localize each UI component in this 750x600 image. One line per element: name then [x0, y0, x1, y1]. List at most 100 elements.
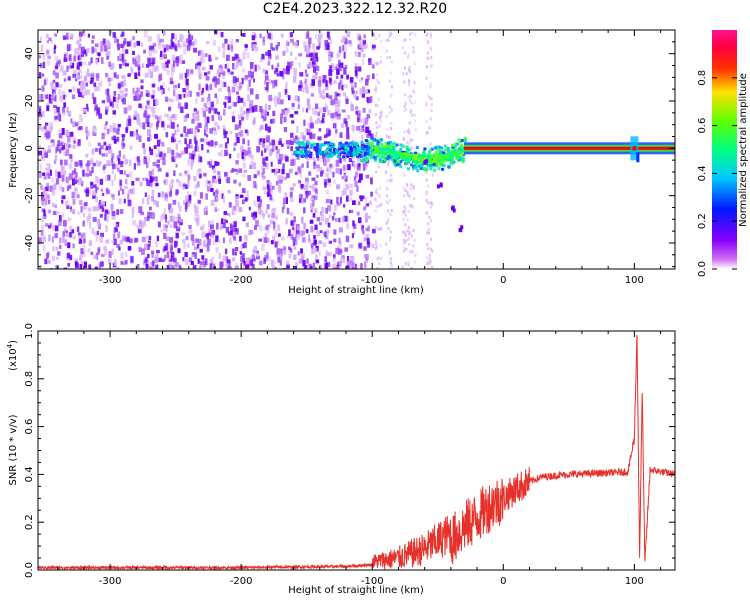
- noise-cell: [174, 46, 178, 52]
- noise-cell: [52, 70, 56, 76]
- noise-cell: [413, 62, 416, 66]
- signal-cell: [415, 158, 419, 161]
- signal-cell: [356, 146, 360, 150]
- noise-cell: [193, 190, 197, 196]
- noise-cell: [156, 34, 161, 41]
- noise-cell: [73, 55, 76, 62]
- noise-cell: [217, 161, 220, 166]
- noise-cell: [408, 83, 411, 87]
- noise-cell: [353, 161, 356, 166]
- noise-cell: [99, 161, 102, 165]
- signal-cell: [437, 148, 441, 152]
- noise-cell: [223, 218, 226, 224]
- noise-cell: [332, 171, 335, 178]
- noise-cell: [306, 47, 311, 54]
- noise-cell: [328, 69, 333, 76]
- noise-cell: [284, 192, 287, 199]
- noise-cell: [231, 208, 235, 216]
- noise-cell: [259, 58, 263, 62]
- noise-cell: [402, 217, 405, 221]
- noise-cell: [71, 191, 75, 199]
- noise-cell: [343, 215, 348, 222]
- noise-cell: [360, 196, 363, 202]
- noise-cell: [270, 119, 273, 124]
- noise-cell: [122, 94, 126, 100]
- noise-cell: [46, 259, 51, 264]
- noise-cell: [380, 39, 383, 43]
- noise-cell: [355, 90, 358, 94]
- noise-cell: [293, 246, 297, 250]
- noise-cell: [121, 75, 126, 79]
- noise-cell: [185, 195, 189, 201]
- noise-cell: [428, 231, 430, 235]
- signal-cell: [439, 163, 443, 167]
- noise-cell: [46, 105, 50, 112]
- noise-cell: [254, 34, 257, 39]
- noise-cell: [324, 182, 327, 188]
- noise-cell: [88, 264, 92, 269]
- noise-cell: [163, 179, 168, 186]
- signal-cell: [322, 142, 326, 146]
- noise-cell: [279, 259, 282, 266]
- noise-cell: [372, 228, 376, 234]
- noise-cell: [240, 145, 244, 152]
- noise-cell: [291, 120, 295, 124]
- noise-cell: [136, 118, 140, 123]
- noise-cell: [365, 227, 369, 232]
- noise-cell: [326, 173, 330, 180]
- noise-cell: [335, 63, 340, 70]
- noise-cell: [345, 121, 348, 127]
- signal-cell: [385, 144, 390, 148]
- noise-cell: [292, 137, 297, 144]
- noise-cell: [276, 224, 281, 232]
- noise-cell: [231, 101, 234, 107]
- noise-cell: [85, 172, 90, 177]
- noise-cell: [411, 31, 414, 35]
- noise-cell: [319, 172, 323, 177]
- noise-cell: [188, 175, 191, 181]
- noise-cell: [42, 61, 46, 69]
- noise-cell: [304, 81, 307, 85]
- noise-cell: [112, 164, 116, 170]
- noise-cell: [116, 244, 120, 248]
- noise-cell: [280, 33, 284, 38]
- noise-cell: [256, 146, 260, 153]
- noise-cell: [223, 81, 227, 88]
- noise-cell: [149, 148, 154, 156]
- noise-cell: [90, 229, 94, 234]
- signal-cell: [314, 146, 318, 149]
- noise-cell: [297, 104, 301, 109]
- noise-cell: [69, 232, 72, 238]
- noise-cell: [47, 173, 51, 179]
- noise-cell: [105, 187, 109, 192]
- noise-cell: [152, 107, 156, 113]
- noise-cell: [161, 191, 164, 198]
- noise-cell: [214, 141, 218, 146]
- noise-cell: [53, 105, 57, 109]
- noise-cell: [81, 46, 85, 53]
- noise-cell: [203, 138, 207, 144]
- noise-cell: [74, 47, 79, 55]
- noise-cell: [202, 241, 206, 247]
- signal-cell: [440, 154, 445, 158]
- noise-cell: [425, 231, 428, 235]
- noise-cell: [96, 107, 101, 114]
- noise-cell: [272, 198, 275, 202]
- noise-cell: [428, 262, 431, 266]
- y-tick-label: 0.8: [24, 371, 35, 387]
- noise-cell: [153, 267, 156, 269]
- signal-cell: [449, 158, 454, 162]
- noise-cell: [411, 164, 414, 168]
- signal-cell: [405, 156, 409, 160]
- noise-cell: [86, 160, 91, 166]
- noise-cell: [241, 77, 244, 84]
- noise-cell: [357, 113, 361, 120]
- noise-cell: [129, 39, 132, 47]
- noise-cell: [159, 73, 163, 81]
- signal-cell: [366, 152, 370, 155]
- noise-cell: [262, 36, 265, 43]
- noise-cell: [117, 231, 121, 239]
- noise-cell: [65, 200, 69, 207]
- noise-cell: [46, 167, 50, 174]
- noise-cell: [57, 112, 61, 117]
